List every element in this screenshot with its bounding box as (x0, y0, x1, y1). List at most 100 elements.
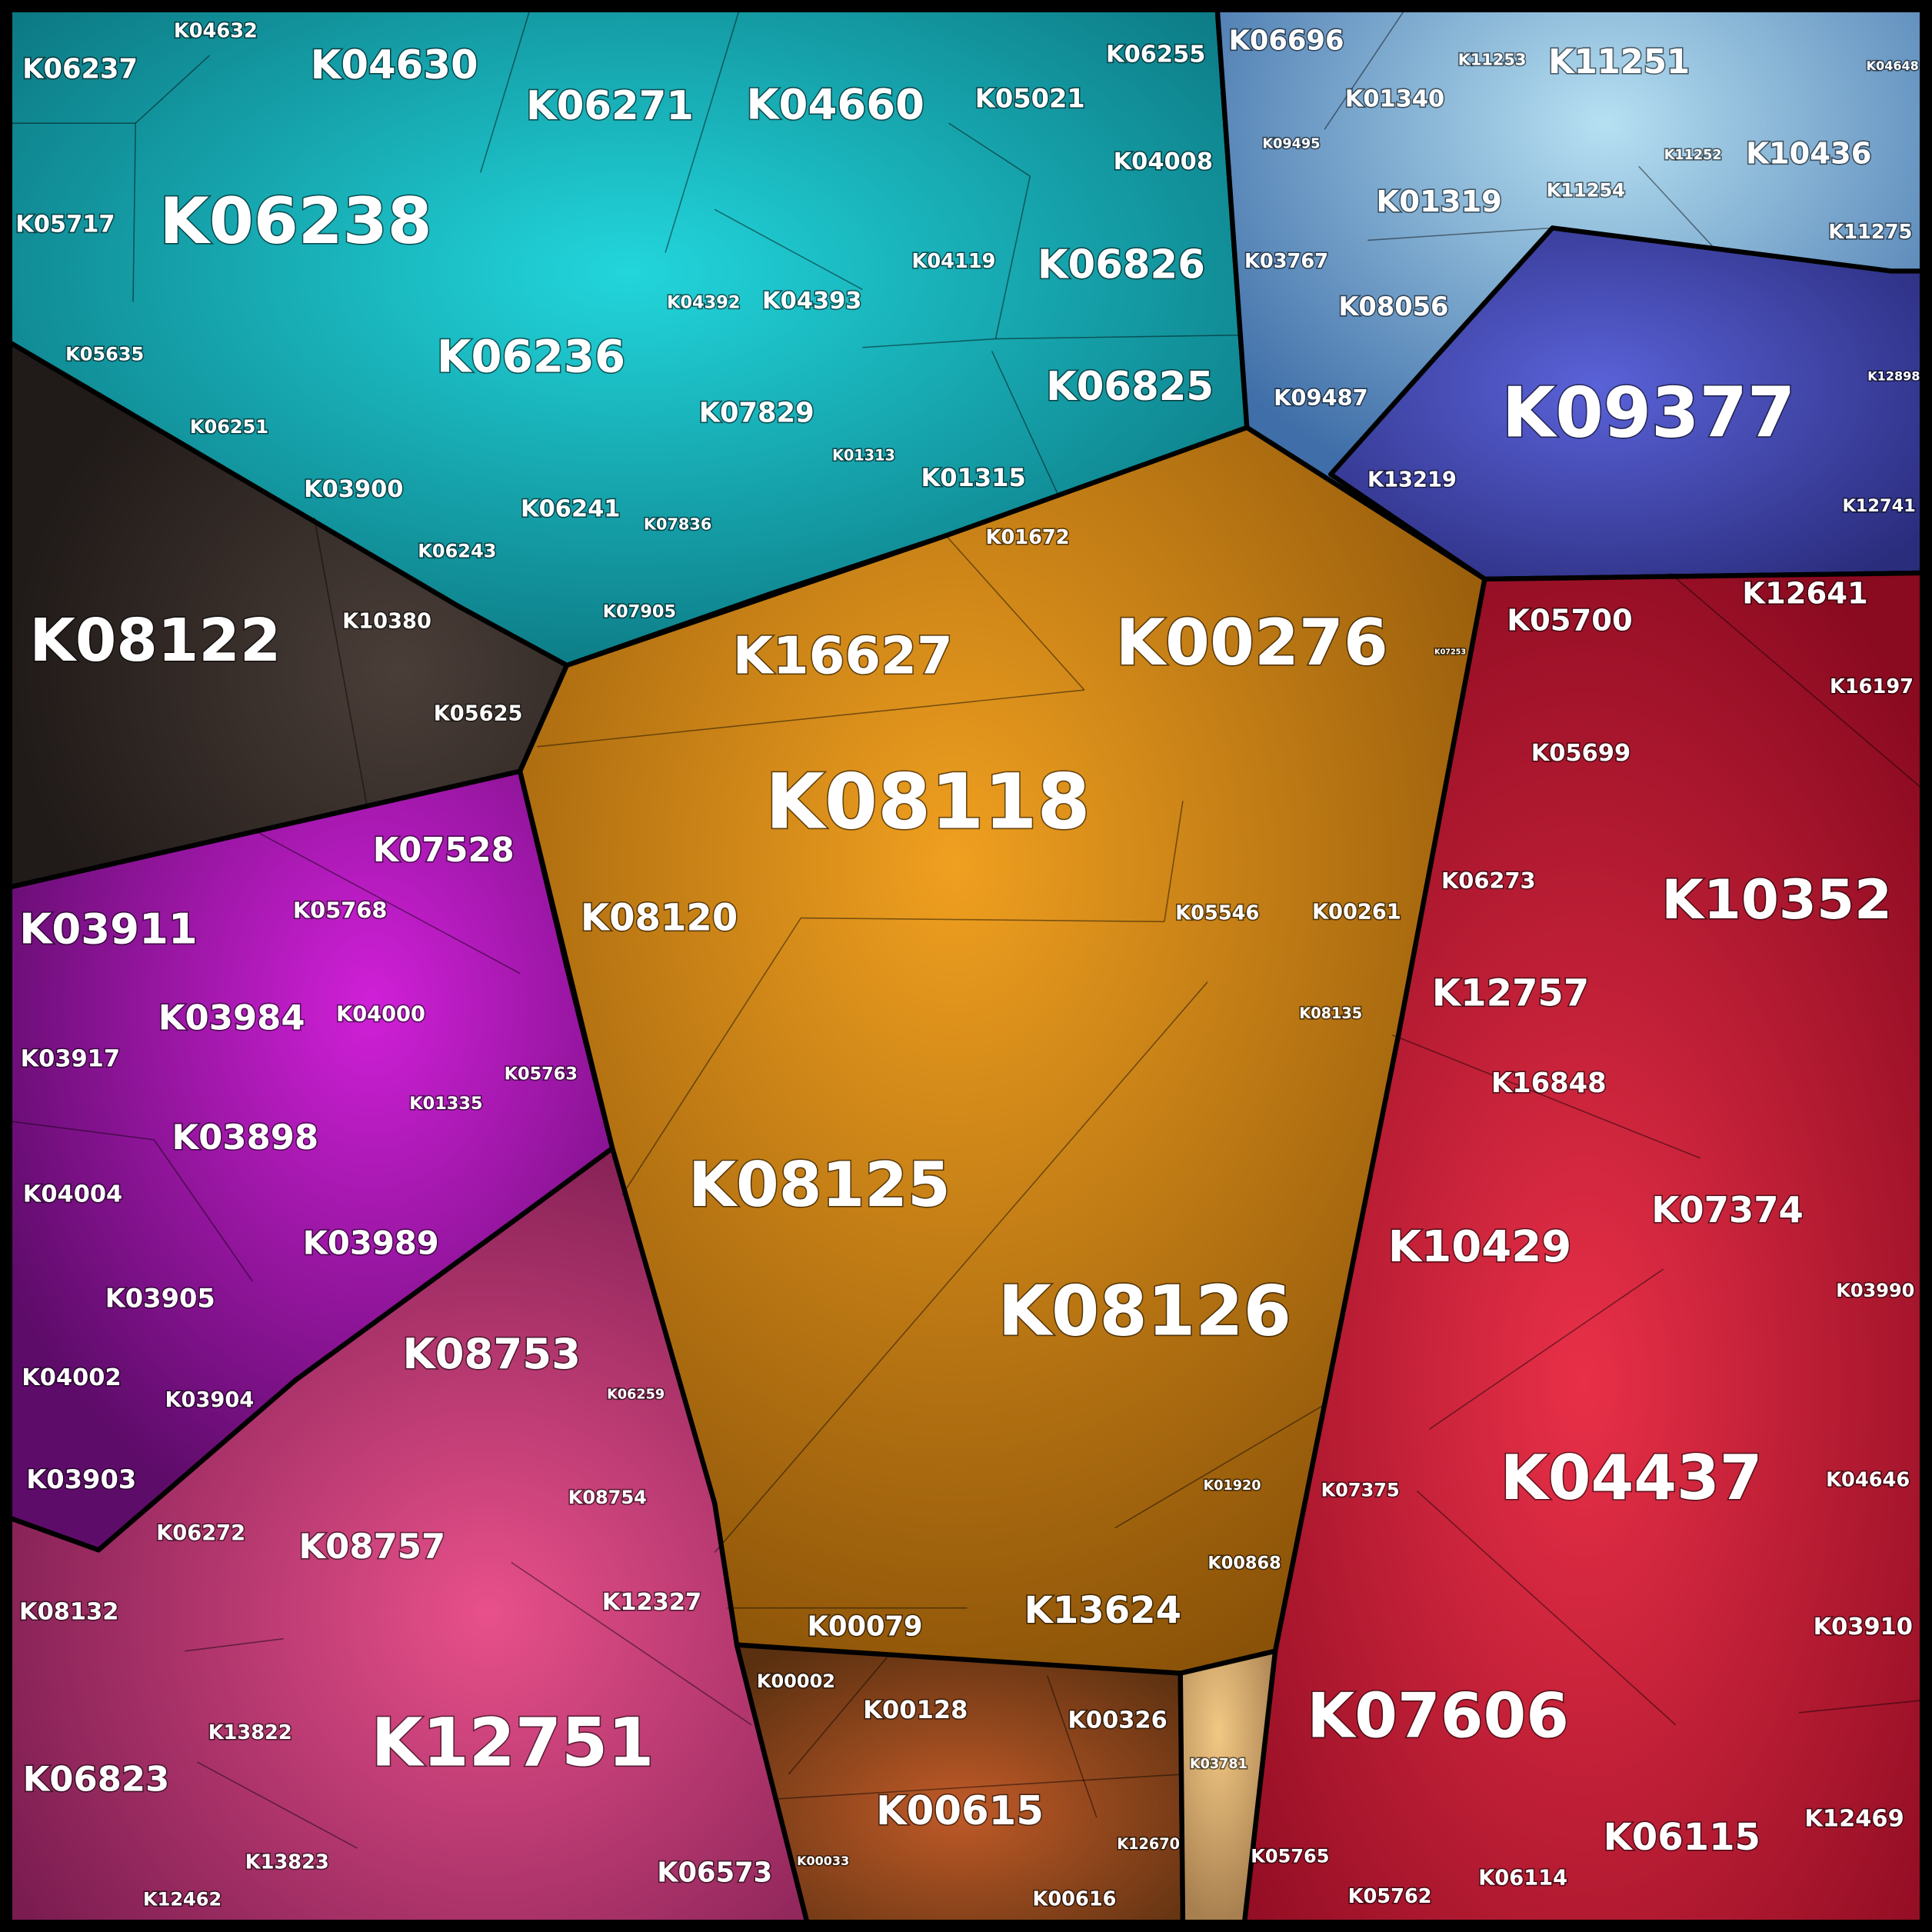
cell-border (948, 122, 1031, 177)
cell-label: K12757 (1432, 971, 1589, 1014)
cell-label: K10429 (1388, 1222, 1572, 1272)
cell-border (801, 917, 1164, 923)
cell-label: K04660 (746, 80, 924, 129)
cell-label: K00276 (1116, 605, 1388, 680)
cell-label: K08753 (402, 1329, 581, 1378)
cell-label: K04646 (1826, 1469, 1910, 1492)
cell-border (621, 918, 801, 1196)
cell-label: K03989 (303, 1224, 439, 1262)
cell-border (1164, 801, 1184, 922)
cell-label: K03911 (19, 904, 198, 953)
cell-label: K06259 (607, 1387, 665, 1403)
cell-label: K16848 (1491, 1068, 1607, 1099)
cell-label: K09495 (1262, 136, 1320, 152)
cell-border (945, 535, 1085, 691)
cell-label: K12327 (602, 1589, 701, 1616)
cell-label: K08757 (298, 1526, 445, 1567)
cell-label: K04648 (1867, 58, 1919, 73)
cell-label: K11252 (1664, 148, 1722, 163)
cell-label: K11275 (1828, 221, 1912, 244)
cell-border (511, 1561, 752, 1726)
cell-label: K03781 (1190, 1757, 1247, 1772)
cell-border (9, 1121, 155, 1141)
cell-border (994, 175, 1031, 339)
cell-label: K04393 (762, 288, 861, 315)
cell-label: K12469 (1804, 1806, 1904, 1833)
cell-label: K08126 (998, 1271, 1291, 1351)
cell-label: K07528 (373, 831, 515, 870)
cell-border (258, 832, 521, 974)
cell-border (196, 1761, 358, 1849)
cell-label: K06273 (1441, 868, 1536, 894)
cell-label: K10436 (1746, 136, 1872, 171)
cell-label: K03917 (21, 1045, 120, 1072)
cell-label: K08754 (568, 1487, 647, 1508)
cell-label: K08122 (29, 607, 281, 675)
cell-border (788, 1657, 888, 1775)
cell-label: K00615 (876, 1788, 1044, 1834)
cell-label: K03767 (1244, 250, 1328, 273)
cell-label: K03984 (158, 997, 305, 1038)
cell-label: K01335 (409, 1094, 482, 1114)
cell-label: K04437 (1501, 1442, 1763, 1514)
cell-label: K03903 (26, 1464, 136, 1494)
cell-label: K06114 (1478, 1867, 1567, 1890)
cell-label: K06272 (156, 1521, 245, 1545)
cell-label: K01920 (1204, 1478, 1261, 1494)
cell-border (1416, 1490, 1677, 1726)
cell-label: K07905 (603, 602, 676, 622)
cell-label: K05717 (15, 212, 115, 238)
cell-label: K01319 (1376, 185, 1502, 219)
cell-label: K06251 (190, 416, 268, 438)
cell-label: K12462 (143, 1888, 222, 1910)
cell-label: K05635 (65, 343, 144, 365)
cell-label: K03905 (105, 1284, 215, 1314)
cell-border (862, 338, 996, 348)
cell-border (714, 981, 1208, 1554)
cell-border (132, 123, 137, 302)
cell-label: K06255 (1106, 42, 1205, 68)
cell-label: K03904 (165, 1388, 254, 1412)
cell-label: K06237 (22, 53, 138, 85)
cell-label: K07375 (1321, 1479, 1400, 1501)
cell-label: K04392 (667, 293, 740, 313)
cell-label: K11254 (1547, 179, 1625, 201)
cell-label: K05762 (1348, 1885, 1432, 1908)
cell-label: K10352 (1661, 868, 1892, 931)
cell-label: K07836 (644, 515, 712, 533)
cell-border (1114, 1404, 1325, 1529)
cell-label: K06823 (23, 1759, 170, 1800)
cell-label: K00033 (797, 1854, 849, 1868)
cell-label: K01672 (986, 526, 1070, 549)
cell-label: K12641 (1742, 576, 1868, 611)
cell-label: K05625 (434, 702, 523, 726)
cell-label: K08125 (688, 1149, 951, 1221)
cell-label: K08132 (19, 1599, 118, 1626)
cell-border (991, 351, 1058, 494)
cell-border (1798, 1700, 1923, 1714)
cell-label: K12670 (1117, 1835, 1180, 1853)
cell-label: K09487 (1274, 385, 1368, 411)
cell-label: K08120 (581, 897, 738, 940)
cell-border (1367, 227, 1553, 242)
cell-label: K05700 (1507, 604, 1633, 638)
cell-label: K04008 (1114, 148, 1213, 175)
cell-label: K10380 (342, 610, 431, 634)
cell-label: K08056 (1338, 291, 1448, 321)
cell-label: K12898 (1867, 369, 1920, 384)
cell-label: K05765 (1251, 1845, 1329, 1867)
cell-label: K03990 (1836, 1280, 1914, 1301)
cell-label: K00002 (757, 1671, 835, 1692)
cell-label: K00868 (1208, 1553, 1281, 1573)
cell-label: K06115 (1604, 1816, 1760, 1859)
cell-border (714, 208, 863, 291)
cell-label: K11251 (1548, 43, 1690, 82)
cell-label: K01315 (921, 463, 1025, 492)
cell-border (1392, 1034, 1701, 1159)
cell-border (1669, 572, 1923, 789)
cell-label: K05768 (293, 898, 388, 924)
cell-label: K06826 (1038, 242, 1205, 288)
